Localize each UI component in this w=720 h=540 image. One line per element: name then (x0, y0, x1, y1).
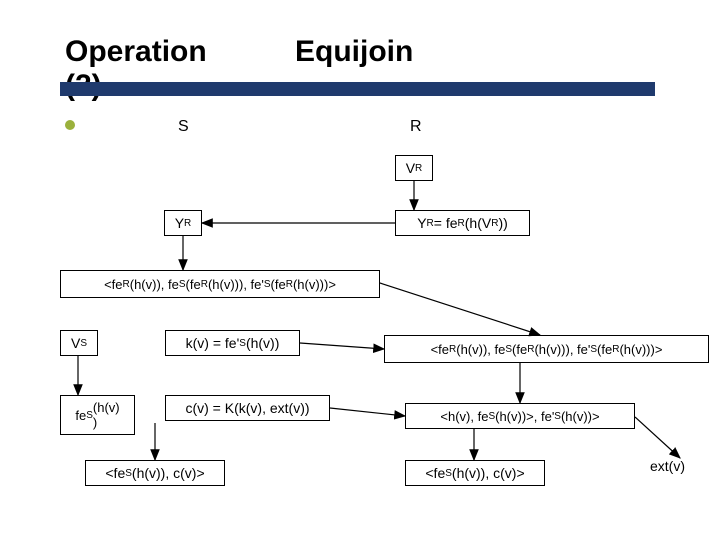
node-yr: YR (164, 210, 202, 236)
node-fesh: feS(h(v)) (60, 395, 135, 435)
node-out1: <feS(h(v)), c(v)> (85, 460, 225, 486)
label-r: R (410, 118, 422, 136)
label-s: S (178, 118, 189, 136)
node-tuple2: <feR(h(v)), feS(feR(h(v))), fe'S(feR(h(v… (384, 335, 709, 363)
title-right: Equijoin (295, 35, 413, 69)
node-cv: c(v) = K(k(v), ext(v)) (165, 395, 330, 421)
node-out2: <feS(h(v)), c(v)> (405, 460, 545, 486)
node-vs: VS (60, 330, 98, 356)
accent-line (60, 82, 655, 96)
node-vr: VR (395, 155, 433, 181)
node-kv: k(v) = fe'S(h(v)) (165, 330, 300, 356)
node-tuple3: <h(v), feS(h(v))>, fe'S(h(v))> (405, 403, 635, 429)
bullet-icon (65, 120, 75, 130)
label-ext: ext(v) (650, 458, 685, 474)
node-tuple1: <feR(h(v)), feS(feR(h(v))), fe'S(feR(h(v… (60, 270, 380, 298)
node-yr-eq: YR = feR(h(VR)) (395, 210, 530, 236)
